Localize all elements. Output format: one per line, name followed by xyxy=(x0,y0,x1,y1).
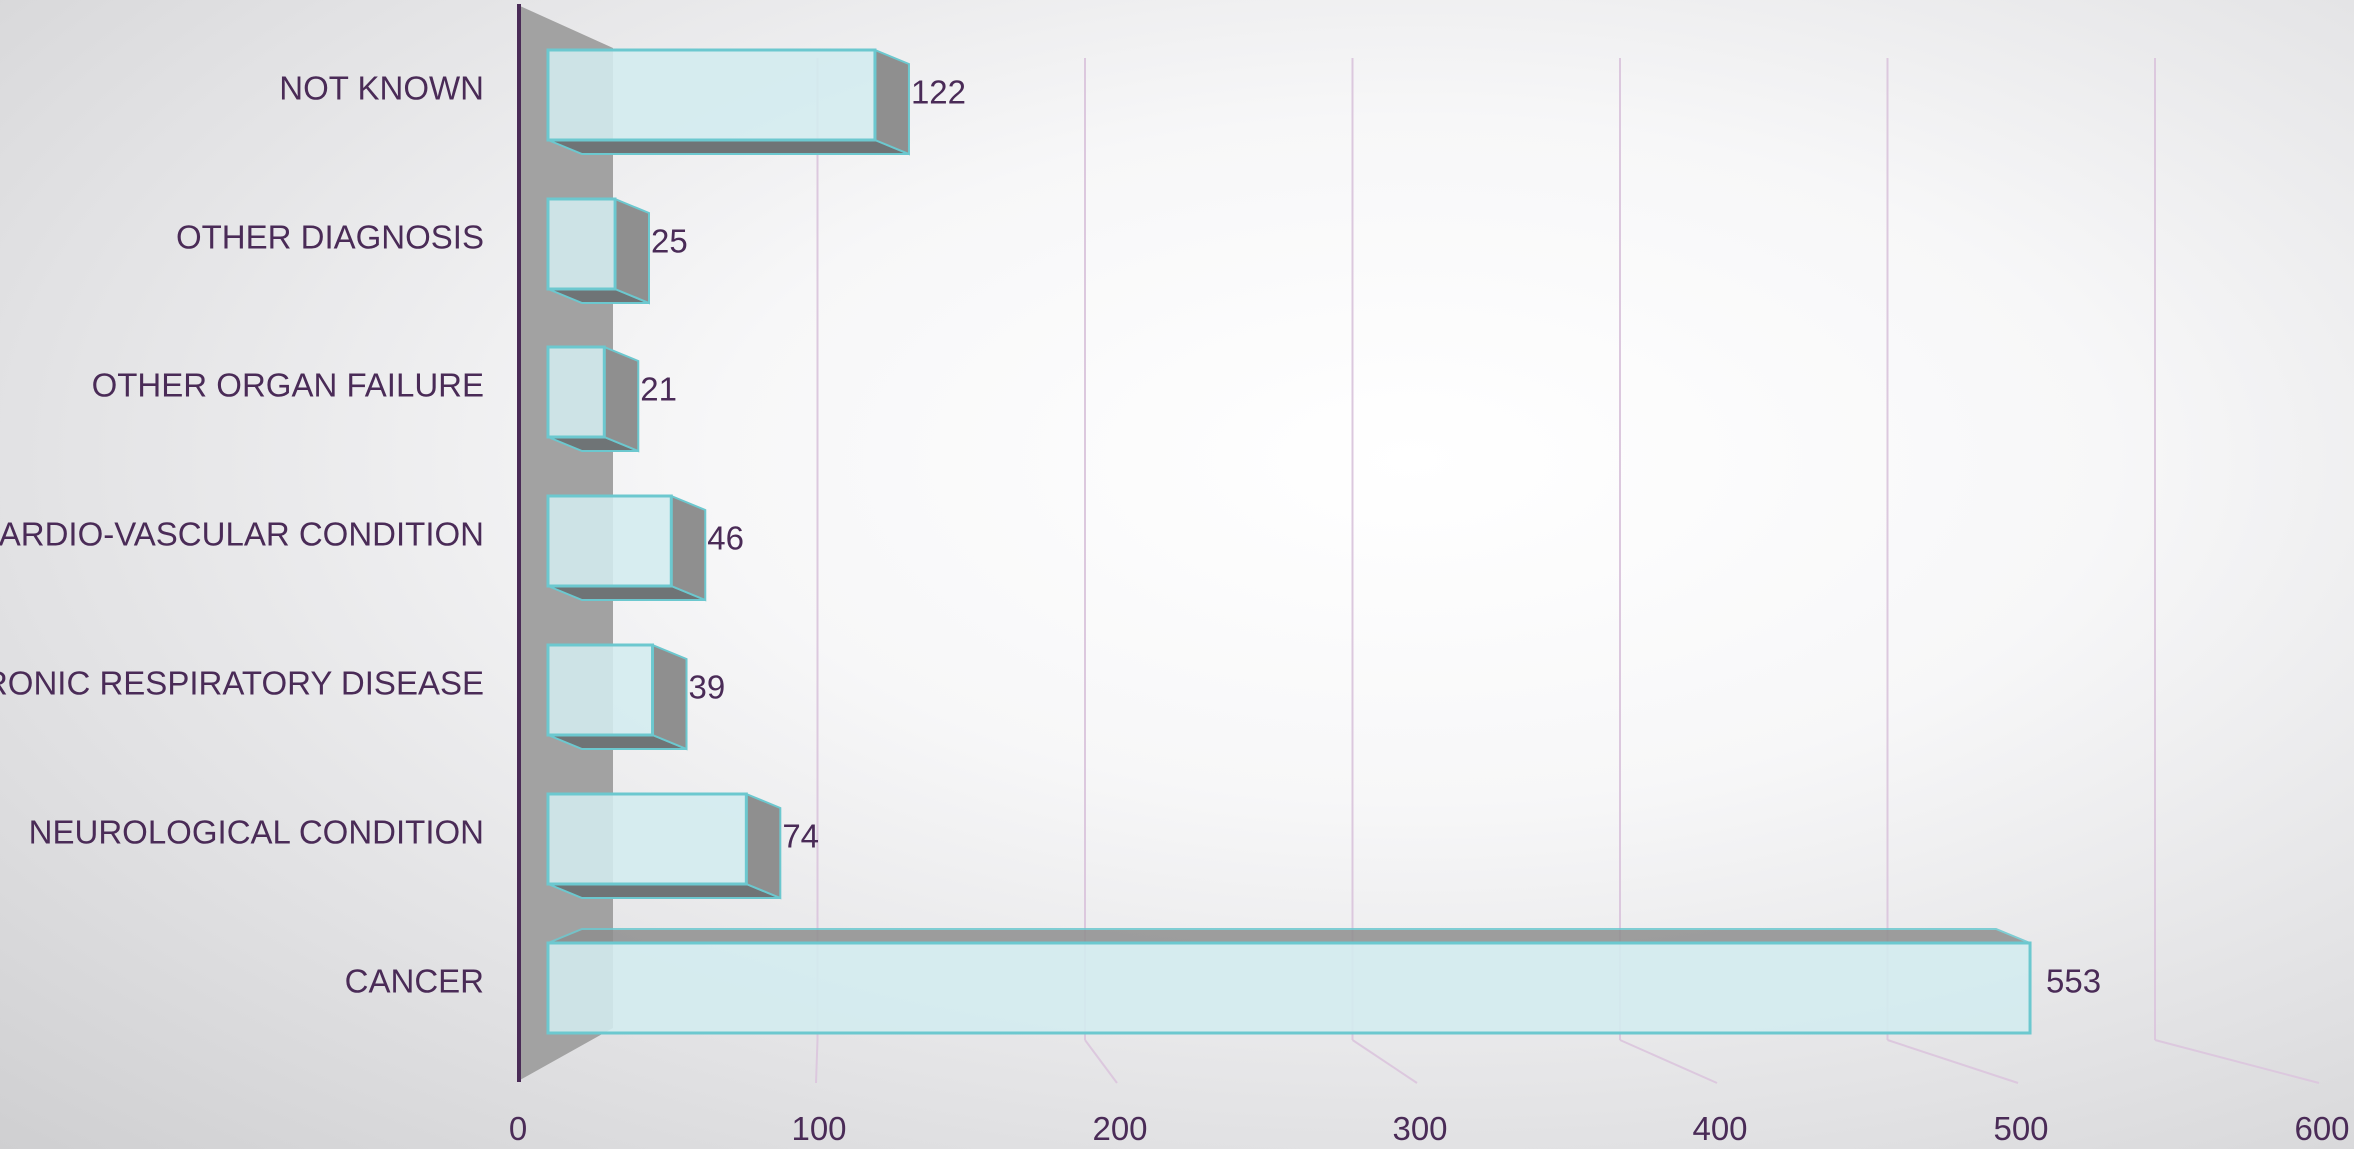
x-tick-label: 0 xyxy=(509,1110,527,1147)
category-label: CANCER xyxy=(345,963,484,1000)
data-label: 21 xyxy=(640,371,677,408)
bar-side-face xyxy=(651,643,688,751)
bar xyxy=(546,941,2032,1035)
category-labels: NOT KNOWN OTHER DIAGNOSIS OTHER ORGAN FAIL… xyxy=(0,70,484,1000)
bar-top-face xyxy=(547,928,2031,944)
data-label: 39 xyxy=(689,669,726,706)
bar xyxy=(546,48,877,142)
gridlines xyxy=(815,58,2320,1084)
floor-line xyxy=(2154,1039,2320,1084)
data-label: 25 xyxy=(651,223,688,260)
category-label: OTHER DIAGNOSIS xyxy=(176,219,484,256)
data-label: 553 xyxy=(2046,963,2101,1000)
data-label: 122 xyxy=(911,74,966,111)
floor-line xyxy=(1887,1039,2019,1084)
x-tick-label: 200 xyxy=(1092,1110,1147,1147)
x-tick-label: 600 xyxy=(2294,1110,2349,1147)
data-label: 46 xyxy=(707,520,744,557)
bars xyxy=(546,48,2032,1035)
bar-bottom-face xyxy=(547,883,781,899)
category-label: NOT KNOWN xyxy=(279,70,484,107)
bar xyxy=(546,197,617,291)
category-label: CHRONIC RESPIRATORY DISEASE xyxy=(0,665,484,702)
bar-side-face xyxy=(873,48,910,156)
category-label: CARDIO-VASCULAR CONDITION xyxy=(0,516,484,553)
floor-line xyxy=(1351,1039,1418,1084)
category-label: OTHER ORGAN FAILURE xyxy=(92,367,484,404)
bar-side-face xyxy=(614,197,650,305)
floor-line xyxy=(1084,1039,1118,1084)
data-labels: 122 25 21 46 39 74 553 xyxy=(640,74,2101,1000)
x-tick-label: 100 xyxy=(791,1110,846,1147)
x-tick-label: 400 xyxy=(1692,1110,1747,1147)
category-label: NEUROLOGICAL CONDITION xyxy=(29,814,484,851)
bar xyxy=(546,792,748,886)
bar xyxy=(546,345,606,439)
bar-side-face xyxy=(745,792,782,900)
x-tick-label: 500 xyxy=(1993,1110,2048,1147)
bar-side-face xyxy=(603,345,640,453)
x-tick-label: 300 xyxy=(1392,1110,1447,1147)
bar xyxy=(546,643,655,737)
data-label: 74 xyxy=(782,818,819,855)
bar-bottom-face xyxy=(547,139,910,155)
floor-line xyxy=(815,1039,819,1084)
bar-side-face xyxy=(670,494,707,602)
x-tick-labels: 0 100 200 300 400 500 600 xyxy=(509,1110,2350,1147)
floor-line xyxy=(1619,1039,1718,1084)
bar xyxy=(546,494,673,588)
